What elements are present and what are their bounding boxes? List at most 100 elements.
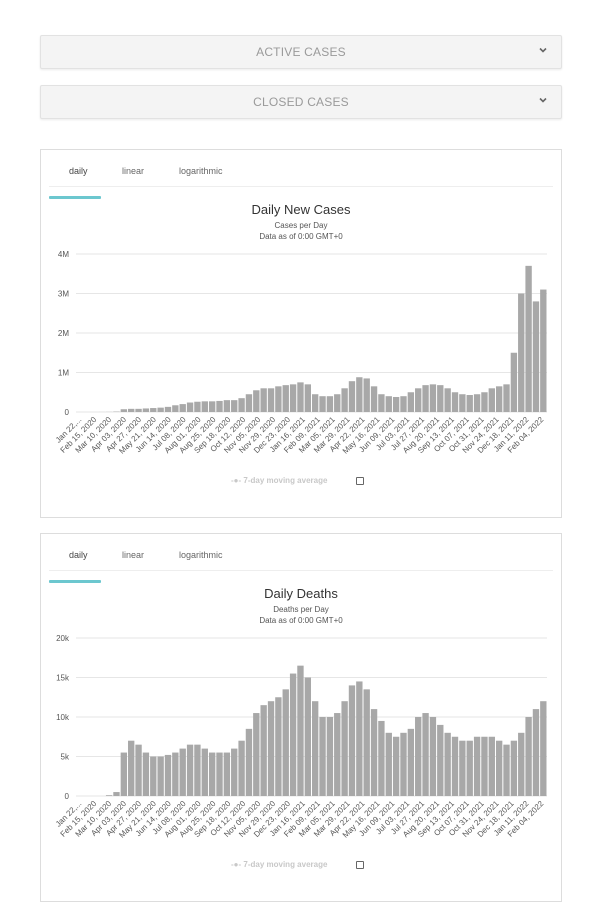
bar (400, 396, 407, 412)
bar (297, 665, 304, 796)
legend-label: 7-day moving average (243, 476, 328, 485)
bar (510, 740, 518, 796)
legend-line-icon: -●- (231, 860, 244, 869)
bar (231, 400, 238, 412)
y-tick-label: 3M (58, 290, 69, 299)
bar (231, 748, 238, 796)
active-tab-indicator (49, 580, 101, 583)
bar (297, 382, 304, 412)
bar (128, 408, 135, 412)
tab-linear[interactable]: linear (122, 166, 145, 176)
bar (135, 744, 142, 796)
bar (510, 352, 518, 412)
bar (319, 717, 326, 796)
bar (407, 728, 415, 796)
bar (260, 388, 267, 412)
bar (400, 732, 407, 796)
y-tick-label: 15k (56, 674, 70, 683)
accordion-active-cases[interactable]: ACTIVE CASES (40, 35, 562, 69)
bar (260, 705, 267, 796)
bar (370, 709, 378, 796)
chart-note: Data as of 0:00 GMT+0 (259, 616, 343, 625)
bar (473, 736, 481, 796)
bar (304, 384, 311, 412)
bar (495, 740, 503, 796)
chart-card-deaths: daily linear logarithmic Daily Deaths De… (40, 533, 562, 902)
bar (113, 792, 120, 796)
bar (459, 394, 466, 412)
bar (481, 392, 488, 412)
tab-logarithmic[interactable]: logarithmic (179, 166, 223, 176)
bar (135, 408, 142, 412)
bar (201, 748, 208, 796)
chevron-down-icon (539, 47, 547, 53)
legend-moving-average[interactable]: -●- 7-day moving average (231, 860, 327, 869)
bar (216, 752, 223, 796)
bar (532, 301, 540, 412)
bar (488, 388, 495, 412)
bar (437, 724, 444, 796)
bar (216, 400, 223, 412)
legend-moving-average[interactable]: -●- 7-day moving average (231, 476, 327, 485)
tab-daily[interactable]: daily (69, 166, 88, 176)
moving-average-checkbox[interactable] (356, 477, 364, 485)
bar (495, 386, 503, 412)
bar (370, 386, 378, 412)
bar (157, 407, 164, 412)
chart-tabs: daily linear logarithmic (49, 546, 553, 583)
bar (466, 395, 473, 412)
bar (503, 744, 510, 796)
bar (194, 401, 201, 412)
bar (319, 396, 326, 412)
moving-average-checkbox[interactable] (356, 861, 364, 869)
bar (378, 720, 385, 796)
bar (208, 401, 216, 412)
accordion-label: CLOSED CASES (253, 95, 349, 109)
bar (422, 713, 429, 796)
y-tick-label: 5k (61, 753, 70, 762)
bar (334, 394, 341, 412)
bar (540, 289, 547, 412)
chart-title: Daily Deaths (264, 586, 338, 601)
bar (488, 736, 495, 796)
bar (392, 736, 400, 796)
tab-daily[interactable]: daily (69, 550, 88, 560)
chart-note: Data as of 0:00 GMT+0 (259, 232, 343, 241)
bar (348, 685, 356, 796)
bar (429, 717, 437, 796)
bar (481, 736, 488, 796)
accordion-label: ACTIVE CASES (256, 45, 346, 59)
tab-linear[interactable]: linear (122, 550, 145, 560)
bar (444, 388, 451, 412)
bar (186, 744, 194, 796)
bar (238, 740, 245, 796)
bar (532, 709, 540, 796)
chevron-down-icon (539, 97, 547, 103)
bar (407, 392, 415, 412)
bar (341, 701, 348, 796)
bar (238, 398, 245, 412)
bar (150, 756, 157, 796)
tab-logarithmic[interactable]: logarithmic (179, 550, 223, 560)
bar (518, 293, 525, 412)
bar (282, 385, 289, 412)
bar (356, 681, 363, 796)
bar (150, 408, 157, 412)
bar (128, 740, 135, 796)
bar (172, 752, 179, 796)
bar (223, 752, 231, 796)
bar (186, 402, 194, 412)
bar (451, 392, 459, 412)
bar (275, 386, 282, 412)
bar (392, 396, 400, 412)
accordion-closed-cases[interactable]: CLOSED CASES (40, 85, 562, 119)
active-tab-indicator (49, 196, 101, 199)
bar (473, 394, 481, 412)
bar (164, 754, 172, 796)
bar (267, 701, 275, 796)
chart-card-cases: daily linear logarithmic Daily New Cases… (40, 149, 562, 518)
bar (341, 388, 348, 412)
bar (289, 384, 297, 412)
